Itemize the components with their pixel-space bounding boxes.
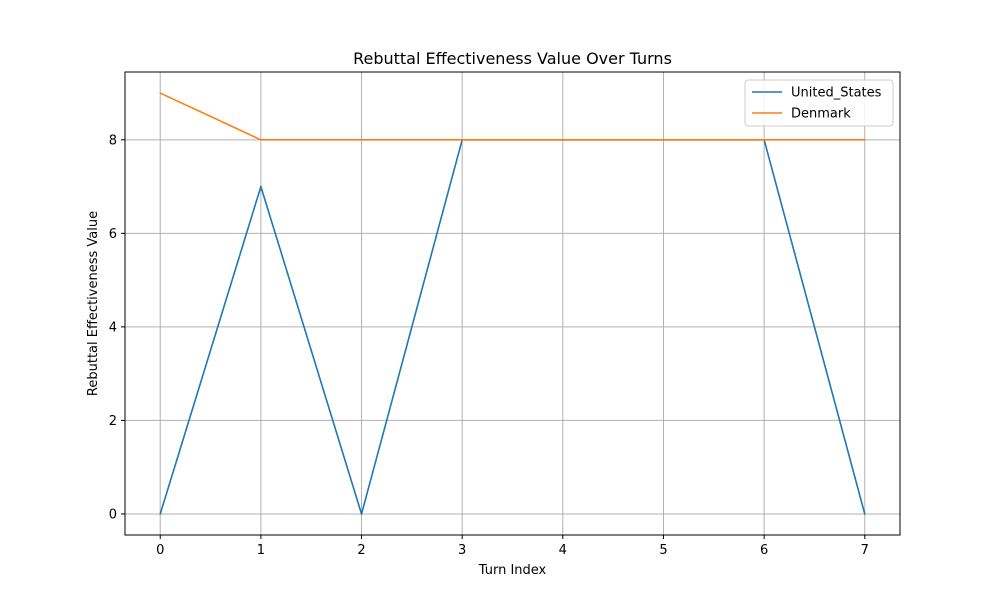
- y-tick-label: 8: [109, 133, 117, 148]
- data-point-united-states: [260, 185, 262, 188]
- x-tick-label: 5: [659, 543, 667, 558]
- data-point-united-states: [159, 513, 162, 515]
- y-tick-label: 0: [109, 507, 117, 522]
- x-tick-label: 3: [458, 543, 466, 558]
- series-line-denmark: [159, 92, 865, 141]
- legend: United_States Denmark: [744, 79, 894, 127]
- chart-title: Rebuttal Effectiveness Value Over Turns: [353, 49, 672, 68]
- x-tick-label: 6: [760, 543, 768, 558]
- data-point-united-states: [863, 513, 866, 515]
- data-point-denmark: [159, 92, 162, 94]
- data-point-denmark: [260, 139, 262, 141]
- data-point-denmark: [360, 139, 363, 141]
- x-tick-label: 2: [357, 543, 365, 558]
- legend-label-denmark: Denmark: [791, 107, 851, 122]
- grid: [125, 72, 900, 535]
- x-tick-label: 7: [861, 543, 869, 558]
- y-axis-title: Rebuttal Effectiveness Value: [86, 211, 101, 396]
- data-point-denmark: [562, 139, 564, 141]
- y-tick-label: 4: [109, 320, 117, 335]
- data-point-united-states: [360, 513, 363, 515]
- legend-label-united-states: United_States: [791, 86, 882, 101]
- y-tick-label: 6: [109, 227, 117, 242]
- data-point-denmark: [763, 139, 765, 141]
- axis-ticks: 0 1 2 3 4 5 6 7 0 2 4 6 8: [109, 133, 869, 558]
- y-tick-label: 2: [109, 414, 117, 429]
- x-tick-label: 1: [257, 543, 265, 558]
- plot-frame: [124, 71, 901, 536]
- x-axis-title: Turn Index: [478, 563, 547, 578]
- series-lines: [159, 92, 866, 515]
- x-tick-label: 0: [156, 543, 164, 558]
- data-point-denmark: [662, 139, 665, 141]
- data-point-denmark: [461, 139, 463, 141]
- data-point-denmark: [863, 139, 866, 141]
- x-tick-label: 4: [559, 543, 567, 558]
